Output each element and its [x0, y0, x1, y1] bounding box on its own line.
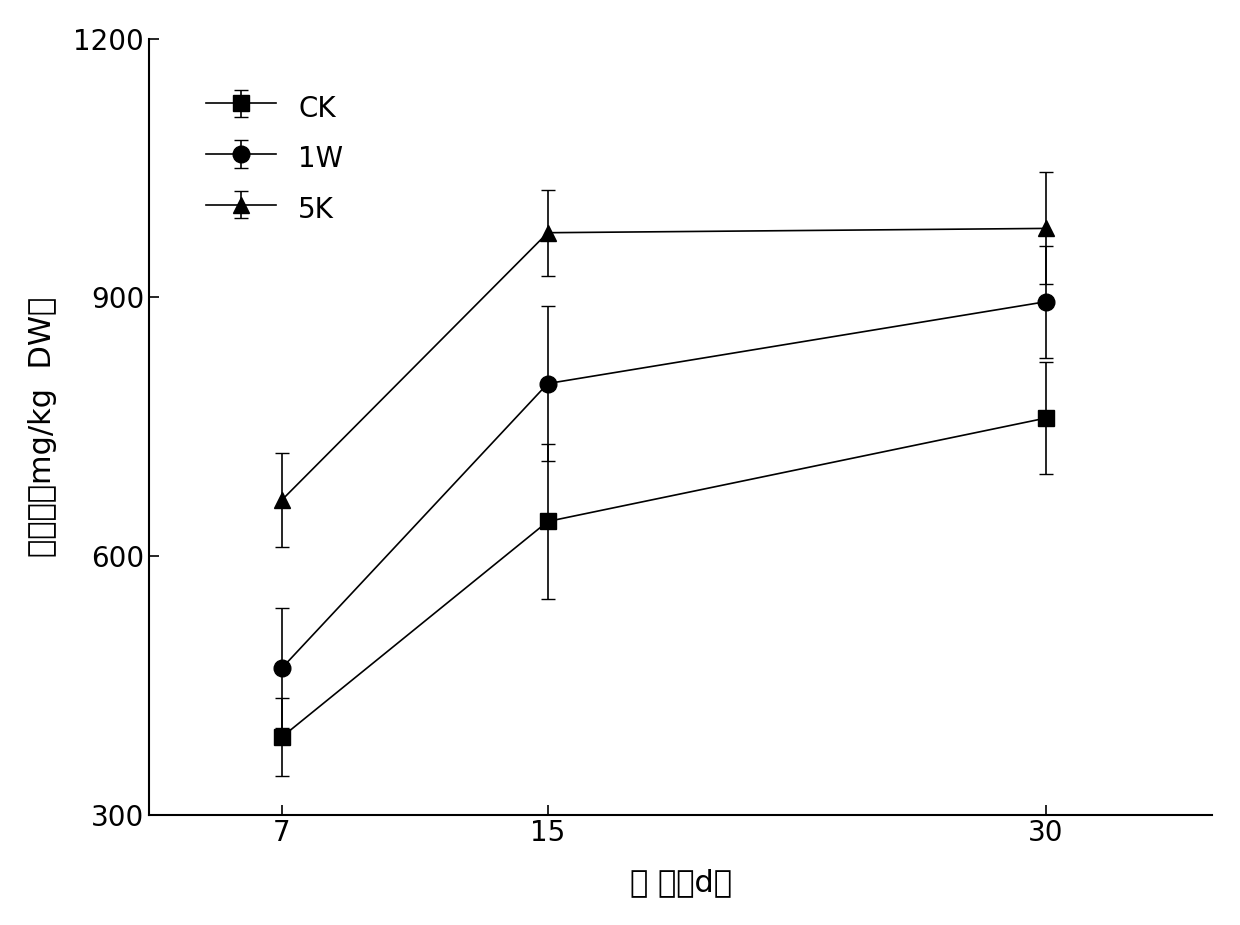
- Y-axis label: 铬含量（mg/kg  DW）: 铬含量（mg/kg DW）: [27, 297, 57, 557]
- X-axis label: 时 间（d）: 时 间（d）: [630, 869, 732, 897]
- Legend: CK, 1W, 5K: CK, 1W, 5K: [185, 68, 366, 248]
